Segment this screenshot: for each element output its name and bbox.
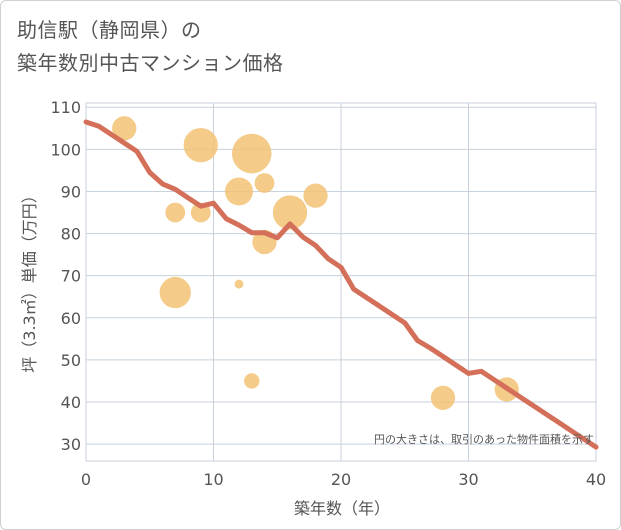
title-line-1: 助信駅（静岡県）の [17, 18, 202, 42]
grid-lines [85, 103, 597, 461]
bubble-point [234, 279, 244, 289]
bubble-point [159, 276, 191, 309]
bubble-point [272, 195, 308, 230]
bubble-point [112, 116, 137, 141]
bubble-point [183, 127, 218, 163]
title-line-2: 築年数別中古マンション価格 [17, 51, 284, 75]
y-tick-label: 60 [61, 309, 81, 328]
x-tick-label: 10 [203, 470, 223, 489]
x-tick-label: 20 [331, 470, 351, 489]
axes [85, 102, 597, 462]
x-tick-label: 30 [458, 470, 478, 489]
size-note: 円の大きさは、取引のあった物件面積を示す [374, 432, 594, 446]
bubble-point [225, 177, 253, 206]
bubble-point [430, 385, 456, 410]
bubble-series [112, 116, 519, 410]
trend-line [83, 119, 599, 450]
chart-title: 助信駅（静岡県）の 築年数別中古マンション価格 [17, 14, 284, 80]
x-tick-label: 0 [81, 470, 91, 489]
bubble-point [231, 133, 272, 174]
y-tick-label: 100 [50, 140, 81, 159]
y-tick-label: 40 [61, 393, 81, 412]
y-tick-label: 70 [61, 267, 81, 286]
bubble-point [244, 373, 260, 389]
y-tick-label: 80 [61, 225, 81, 244]
bubble-point [303, 183, 328, 208]
y-tick-label: 30 [61, 435, 81, 454]
y-tick-label: 110 [50, 98, 81, 117]
trend-series [83, 119, 599, 450]
y-tick-label: 90 [61, 182, 81, 201]
bubble-point [254, 173, 275, 193]
plot-border [85, 102, 597, 462]
y-tick-label: 50 [61, 351, 81, 370]
tick-labels: 30 40 50 60 70 80 90 100 110 0 10 20 30 40 [50, 98, 606, 489]
x-tick-label: 40 [586, 470, 606, 489]
x-axis-label: 築年数（年） [294, 499, 390, 518]
bubble-point [165, 202, 186, 223]
y-axis-label: 坪（3.3㎡）単価（万円） [20, 187, 39, 372]
